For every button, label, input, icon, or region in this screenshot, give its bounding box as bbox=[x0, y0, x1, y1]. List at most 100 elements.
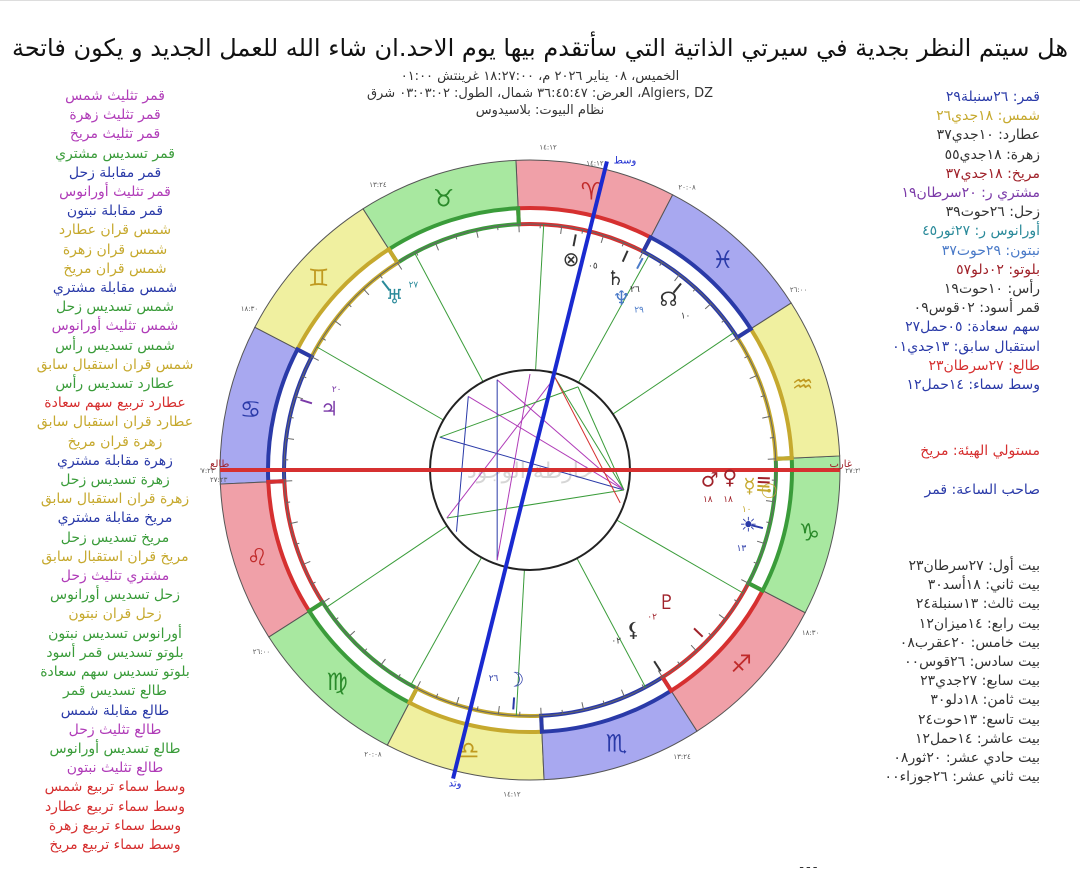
planet-degree: ٢٩ bbox=[634, 305, 644, 315]
house-cusp-degree: ٢٦:٠٠ bbox=[253, 648, 270, 656]
planet-position-item: نبتون: ٢٩حوت٣٧ bbox=[941, 242, 1040, 259]
house-cusp-item: بيت حادي عشر: ٢٠ثور٠٨ bbox=[893, 750, 1040, 767]
planet-position-item: مريخ: ١٨جدي٣٧ bbox=[945, 165, 1040, 182]
house-cusp-item: بيت ثامن: ١٨دلو٣٠ bbox=[930, 692, 1040, 709]
degree-tick bbox=[295, 542, 300, 545]
degree-tick bbox=[475, 229, 479, 238]
planet-degree: ١٠ bbox=[681, 311, 691, 321]
mc-degree: ١٤:١٢ bbox=[586, 159, 604, 167]
degree-tick bbox=[766, 521, 771, 524]
zodiac-sign-icon: ♋ bbox=[240, 396, 262, 424]
house-cusp-degree: ١٤:١٢ bbox=[539, 144, 557, 152]
degree-tick bbox=[334, 320, 342, 326]
aspect-item: زهرة تسديس زحل bbox=[60, 472, 170, 489]
planet-marker bbox=[757, 488, 770, 492]
planet-glyph-icon: ☽ bbox=[506, 667, 524, 691]
house-cusp-item: بيت سابع: ٢٧جدي٢٣ bbox=[920, 673, 1040, 690]
house-cusps-list: بيت أول: ٢٧سرطان٢٣ بيت ثاني: ١٨أسد٣٠ بيت ث… bbox=[860, 557, 1060, 787]
meta-location: Algiers, DZ، العرض: ٣٦:٤٥:٤٧ شمال، الطول… bbox=[366, 86, 714, 101]
degree-tick bbox=[455, 235, 458, 240]
planet-position-item: وسط سماء: ١٤حمل١٢ bbox=[906, 377, 1040, 394]
aspect-item: زحل تسديس أورانوس bbox=[50, 587, 180, 604]
aspect-item: شمس تثليث أورانوس bbox=[51, 318, 179, 335]
degree-tick bbox=[397, 674, 401, 678]
house-cusp-item: بيت سادس: ٢٦قوس٠٠ bbox=[904, 654, 1040, 671]
planet-marker bbox=[672, 282, 682, 294]
mc-label: وسط bbox=[614, 155, 637, 166]
aspect-item: مريخ تسديس زحل bbox=[60, 529, 170, 546]
natal-chart-wheel: ♈♉♊♋♌♍♎♏♐♑♒♓٢٧:٢٣١٨:٣٠١٣:٢٤١٤:١٢٢٠:٠٨٢٦:… bbox=[200, 144, 860, 799]
degree-tick bbox=[581, 702, 585, 711]
degree-tick bbox=[639, 251, 644, 259]
ruler-item: صاحب الساعة: قمر bbox=[924, 482, 1040, 499]
degree-tick bbox=[496, 226, 499, 231]
degree-tick bbox=[415, 251, 419, 256]
planet-marker bbox=[621, 250, 629, 263]
degree-tick bbox=[677, 661, 681, 666]
degree-tick bbox=[718, 614, 726, 620]
house-cusp-degree: ١٨:٣٠ bbox=[241, 305, 258, 313]
planet-marker bbox=[300, 398, 313, 405]
planet-position-item: زحل: ٢٦حوت٣٩ bbox=[945, 204, 1040, 221]
house-cusp-line bbox=[325, 525, 448, 608]
planet-position-item: قمر أسود: ٠٢قوس٠٩ bbox=[913, 300, 1040, 317]
planet-degree: ٢٦ bbox=[630, 285, 640, 295]
house-cusp-degree: ٢٧:٢٣ bbox=[845, 467, 860, 475]
planet-glyph-icon: ♂ bbox=[701, 467, 719, 491]
degree-tick bbox=[657, 670, 663, 678]
degree-tick bbox=[721, 319, 726, 323]
planet-degree: ٢٦ bbox=[489, 674, 499, 684]
aspect-item: شمس مقابلة مشتري bbox=[52, 280, 178, 297]
degree-tick bbox=[322, 337, 326, 341]
planet-glyph-icon: ♃ bbox=[320, 397, 338, 421]
degree-tick bbox=[380, 658, 386, 666]
aspect-line bbox=[455, 396, 469, 532]
house-cusp-item: بيت أول: ٢٧سرطان٢٣ bbox=[908, 558, 1040, 574]
house-cusp-line bbox=[535, 224, 545, 371]
aspect-item: قمر تسديس مشتري bbox=[55, 145, 175, 162]
zodiac-sign-icon: ♓ bbox=[712, 246, 734, 274]
house-cusp-degree: ٢٠:٠٨ bbox=[364, 750, 382, 758]
aspect-item: شمس تسديس زحل bbox=[55, 299, 175, 316]
planet-degree: ١٣ bbox=[737, 544, 747, 554]
zodiac-sign-icon: ♌ bbox=[247, 543, 269, 571]
degree-tick bbox=[497, 705, 500, 715]
house-cusp-line bbox=[616, 519, 744, 594]
zodiac-sign-icon: ♊ bbox=[308, 264, 330, 292]
planet-degree: ٢٧ bbox=[409, 280, 419, 290]
planet-glyph-icon: ☿ bbox=[743, 473, 755, 497]
degree-tick bbox=[295, 395, 304, 400]
planet-position-item: بلوتو: ٠٢دلو٥٧ bbox=[956, 261, 1040, 278]
aspect-item: عطارد تسديس رأس bbox=[55, 376, 175, 393]
zodiac-sign-icon: ♉ bbox=[433, 184, 455, 212]
aspect-item: شمس تسديس رأس bbox=[55, 337, 175, 354]
aspect-line bbox=[577, 386, 625, 491]
degree-tick bbox=[762, 415, 771, 419]
degree-tick bbox=[286, 501, 291, 504]
planet-position-item: استقبال سابق: ١٣جدي٠١ bbox=[892, 338, 1040, 355]
aspect-item: وسط سماء تربيع شمس bbox=[44, 779, 186, 796]
house-cusp-degree: ٢٠:٠٨ bbox=[678, 184, 696, 192]
planet-position-item: عطارد: ١٠جدي٣٧ bbox=[936, 127, 1040, 144]
aspect-item: طالع تسديس قمر bbox=[62, 683, 167, 700]
planet-position-item: سهم سعادة: ٠٥حمل٢٧ bbox=[905, 319, 1040, 336]
degree-tick bbox=[311, 356, 319, 361]
planet-marker bbox=[693, 627, 704, 638]
degree-tick bbox=[769, 436, 774, 439]
mc-ic-axis bbox=[451, 160, 609, 780]
planet-position-item: طالع: ٢٧سرطان٢٣ bbox=[928, 357, 1040, 374]
aspect-line bbox=[446, 489, 624, 519]
house-cusp-item: بيت تاسع: ١٣حوت٢٤ bbox=[917, 711, 1040, 728]
degree-tick bbox=[476, 706, 479, 711]
aspects-list: قمر تثليث شمس قمر تثليث زهرة قمر تثليث مري… bbox=[10, 87, 220, 855]
aspect-item: قمر مقابلة زحل bbox=[68, 164, 162, 181]
degree-tick bbox=[621, 689, 625, 698]
asc-label: طالع bbox=[210, 459, 229, 470]
aspect-item: بلوتو تسديس قمر أسود bbox=[46, 644, 184, 661]
planet-marker bbox=[750, 524, 764, 530]
house-cusp-degree: ١٣:٢٤ bbox=[673, 753, 691, 761]
planet-degree: ٠٢ bbox=[647, 613, 657, 623]
aspect-item: أورانوس تسديس نبتون bbox=[48, 625, 182, 642]
planet-position-item: أورانوس ر: ٢٧ثور٤٥ bbox=[922, 223, 1040, 240]
degree-tick bbox=[363, 648, 368, 652]
